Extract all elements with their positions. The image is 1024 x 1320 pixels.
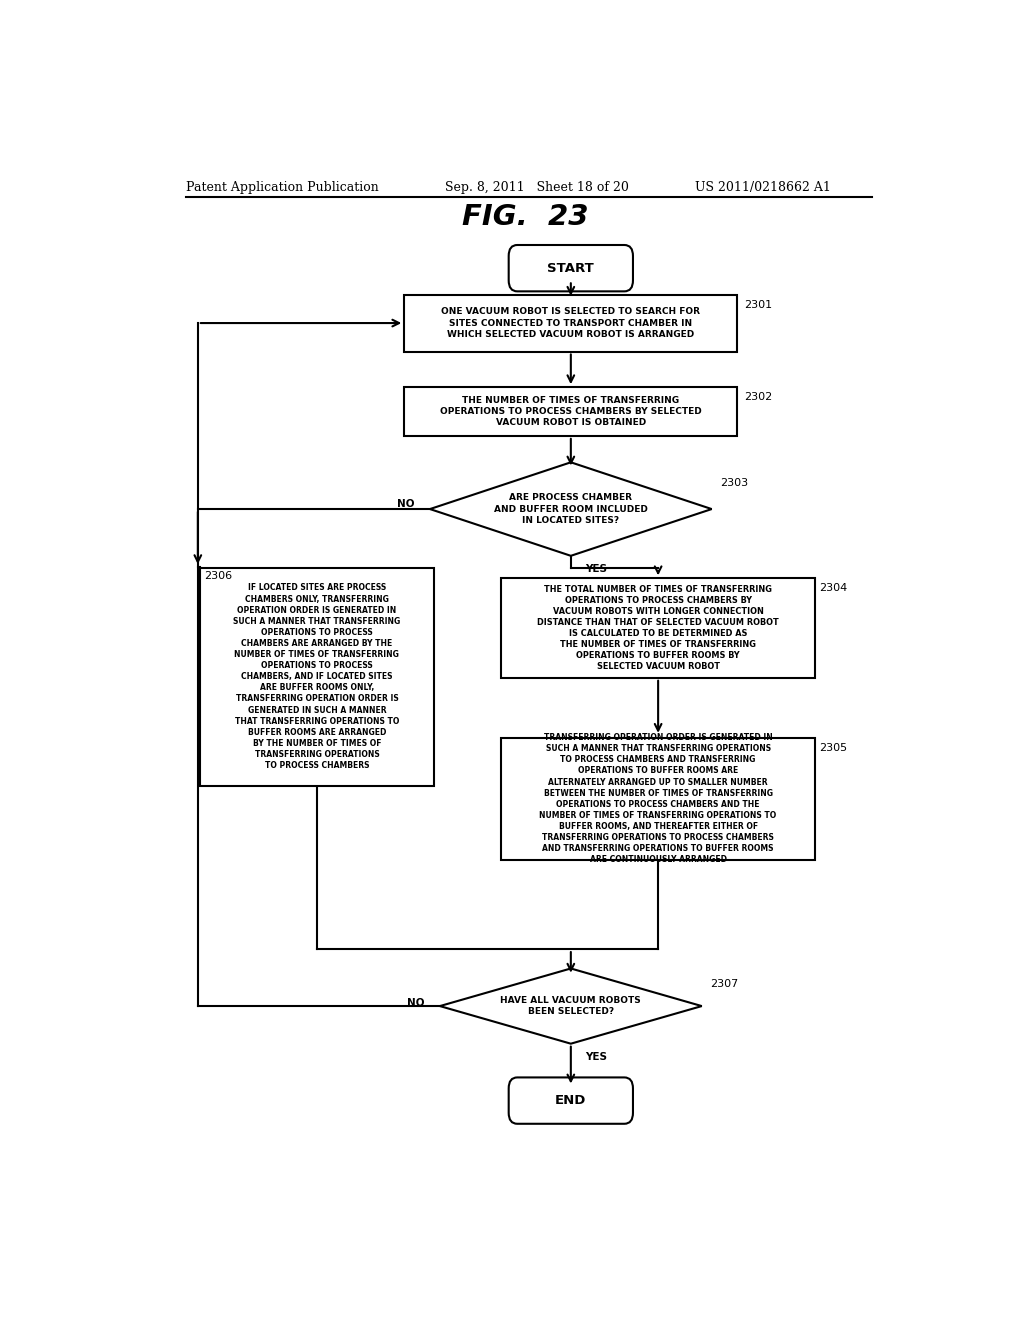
Text: 2303: 2303 <box>720 478 748 487</box>
Text: FIG.  23: FIG. 23 <box>462 203 588 231</box>
Bar <box>200 568 434 785</box>
Polygon shape <box>440 969 701 1044</box>
Text: 2301: 2301 <box>743 300 772 310</box>
Text: Patent Application Publication: Patent Application Publication <box>186 181 379 194</box>
Text: TRANSFERRING OPERATION ORDER IS GENERATED IN
SUCH A MANNER THAT TRANSFERRING OPE: TRANSFERRING OPERATION ORDER IS GENERATE… <box>540 733 777 865</box>
FancyBboxPatch shape <box>509 246 633 292</box>
Bar <box>502 578 815 677</box>
Text: 2302: 2302 <box>743 392 772 403</box>
Polygon shape <box>430 462 712 556</box>
Bar <box>502 738 815 859</box>
Text: THE NUMBER OF TIMES OF TRANSFERRING
OPERATIONS TO PROCESS CHAMBERS BY SELECTED
V: THE NUMBER OF TIMES OF TRANSFERRING OPER… <box>440 396 701 428</box>
Text: IF LOCATED SITES ARE PROCESS
CHAMBERS ONLY, TRANSFERRING
OPERATION ORDER IS GENE: IF LOCATED SITES ARE PROCESS CHAMBERS ON… <box>233 583 400 770</box>
Text: 2306: 2306 <box>204 570 231 581</box>
Text: THE TOTAL NUMBER OF TIMES OF TRANSFERRING
OPERATIONS TO PROCESS CHAMBERS BY
VACU: THE TOTAL NUMBER OF TIMES OF TRANSFERRIN… <box>538 585 779 672</box>
Text: NO: NO <box>407 998 424 1008</box>
Text: YES: YES <box>585 564 607 574</box>
Text: ARE PROCESS CHAMBER
AND BUFFER ROOM INCLUDED
IN LOCATED SITES?: ARE PROCESS CHAMBER AND BUFFER ROOM INCL… <box>494 494 648 524</box>
Text: ONE VACUUM ROBOT IS SELECTED TO SEARCH FOR
SITES CONNECTED TO TRANSPORT CHAMBER : ONE VACUUM ROBOT IS SELECTED TO SEARCH F… <box>441 308 700 339</box>
Text: END: END <box>555 1094 587 1107</box>
FancyBboxPatch shape <box>509 1077 633 1123</box>
Text: START: START <box>548 261 594 275</box>
Text: 2305: 2305 <box>819 743 848 752</box>
Bar <box>404 294 737 351</box>
Text: 2304: 2304 <box>819 583 848 593</box>
Text: US 2011/0218662 A1: US 2011/0218662 A1 <box>695 181 831 194</box>
Bar <box>404 387 737 436</box>
Text: YES: YES <box>585 1052 607 1061</box>
Text: NO: NO <box>396 499 414 510</box>
Text: 2307: 2307 <box>710 978 738 989</box>
Text: Sep. 8, 2011   Sheet 18 of 20: Sep. 8, 2011 Sheet 18 of 20 <box>445 181 630 194</box>
Text: HAVE ALL VACUUM ROBOTS
BEEN SELECTED?: HAVE ALL VACUUM ROBOTS BEEN SELECTED? <box>501 997 641 1016</box>
